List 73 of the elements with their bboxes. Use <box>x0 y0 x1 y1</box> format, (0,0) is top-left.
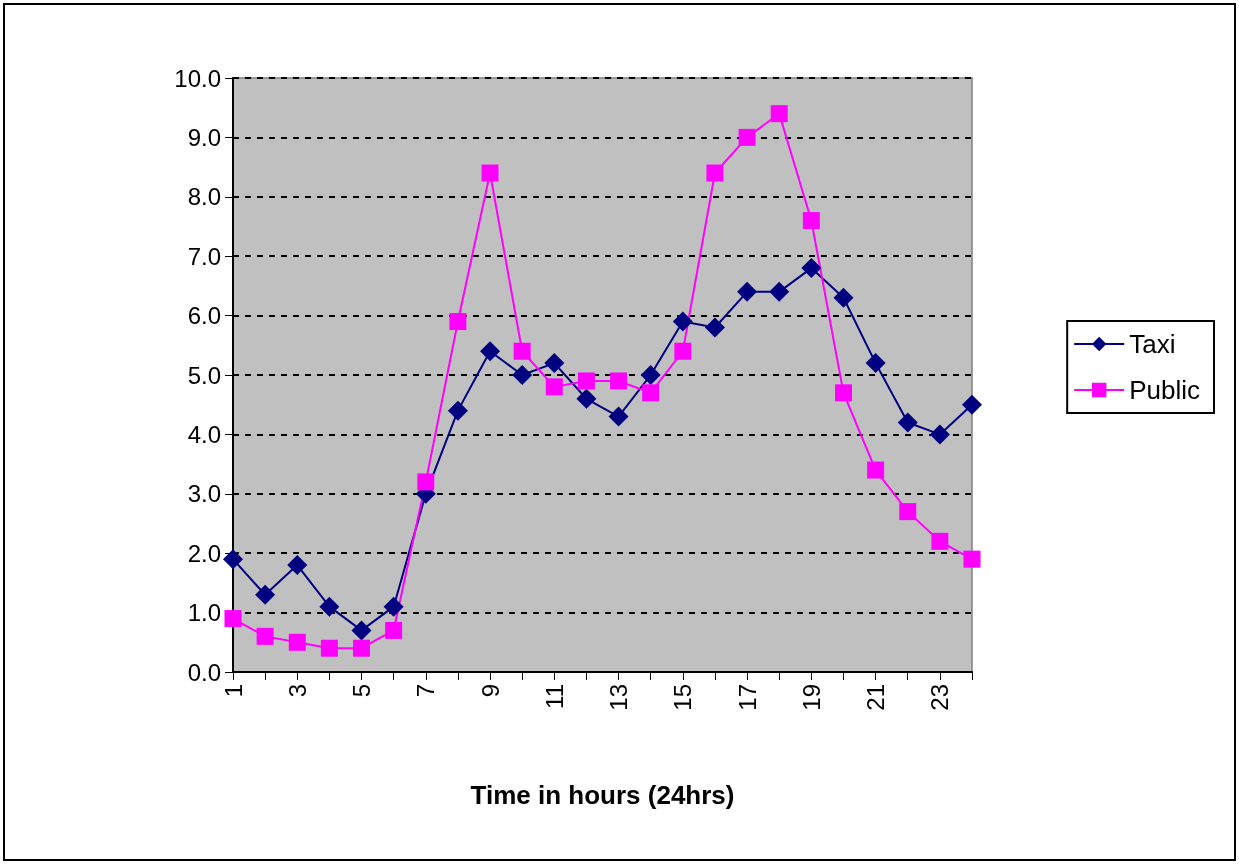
point <box>256 627 274 645</box>
point <box>577 372 595 390</box>
y-tick-label: 7.0 <box>187 242 221 270</box>
point <box>383 596 404 617</box>
x-tick-label: 7 <box>412 684 440 698</box>
point <box>706 164 724 182</box>
x-tick-label: 3 <box>283 684 311 698</box>
y-tick-label: 6.0 <box>187 302 221 330</box>
y-tick-label: 4.0 <box>187 420 221 448</box>
x-tick-label: 19 <box>797 684 825 711</box>
point <box>867 461 885 479</box>
point <box>931 532 949 550</box>
point <box>801 258 822 279</box>
point <box>704 317 725 338</box>
point <box>417 473 435 491</box>
point <box>802 212 820 230</box>
x-tick-label: 11 <box>540 684 568 709</box>
point <box>447 400 468 421</box>
point <box>738 128 756 146</box>
y-tick-label: 3.0 <box>187 480 221 508</box>
legend-label: Public <box>1129 375 1201 405</box>
point <box>897 412 918 433</box>
x-tick-label: 9 <box>476 684 504 698</box>
point <box>224 610 242 628</box>
point <box>737 281 758 302</box>
legend-label: Taxi <box>1129 329 1176 359</box>
point <box>513 342 531 360</box>
point <box>834 384 852 402</box>
point <box>610 372 628 390</box>
point <box>480 341 501 362</box>
point <box>769 281 790 302</box>
point <box>449 313 467 331</box>
y-tick-label: 10.0 <box>174 64 221 92</box>
x-tick-label: 23 <box>926 684 954 711</box>
point <box>608 406 629 427</box>
y-tick-label: 0.0 <box>187 658 221 686</box>
y-tick-label: 2.0 <box>187 539 221 567</box>
y-tick-label: 9.0 <box>187 123 221 151</box>
point <box>640 365 661 385</box>
x-tick-label: 1 <box>219 684 247 698</box>
x-tick-label: 21 <box>862 684 890 711</box>
point <box>672 311 693 332</box>
point <box>770 105 788 123</box>
point <box>963 550 981 568</box>
point <box>899 503 917 521</box>
point <box>576 388 597 409</box>
point <box>353 639 371 657</box>
point <box>865 353 886 374</box>
point <box>962 394 982 415</box>
y-tick-label: 8.0 <box>187 183 221 211</box>
point <box>544 353 565 374</box>
point <box>223 549 243 570</box>
point <box>674 342 692 360</box>
point <box>385 621 403 639</box>
x-tick-label: 5 <box>348 684 376 698</box>
point <box>642 384 660 402</box>
point <box>351 620 372 641</box>
point <box>929 424 950 445</box>
point <box>319 596 340 617</box>
point <box>481 164 499 182</box>
x-tick-label: 15 <box>669 684 697 711</box>
point <box>545 378 563 396</box>
x-tick-label: 17 <box>733 684 761 711</box>
point <box>255 584 276 605</box>
point <box>288 633 306 651</box>
point <box>512 365 533 385</box>
x-tick-label: 13 <box>605 684 633 711</box>
point <box>833 287 854 308</box>
point <box>287 555 308 576</box>
y-tick-label: 5.0 <box>187 361 221 389</box>
point <box>320 639 338 657</box>
y-tick-label: 1.0 <box>187 599 221 627</box>
x-axis-title: Time in hours (24hrs) <box>470 780 735 810</box>
